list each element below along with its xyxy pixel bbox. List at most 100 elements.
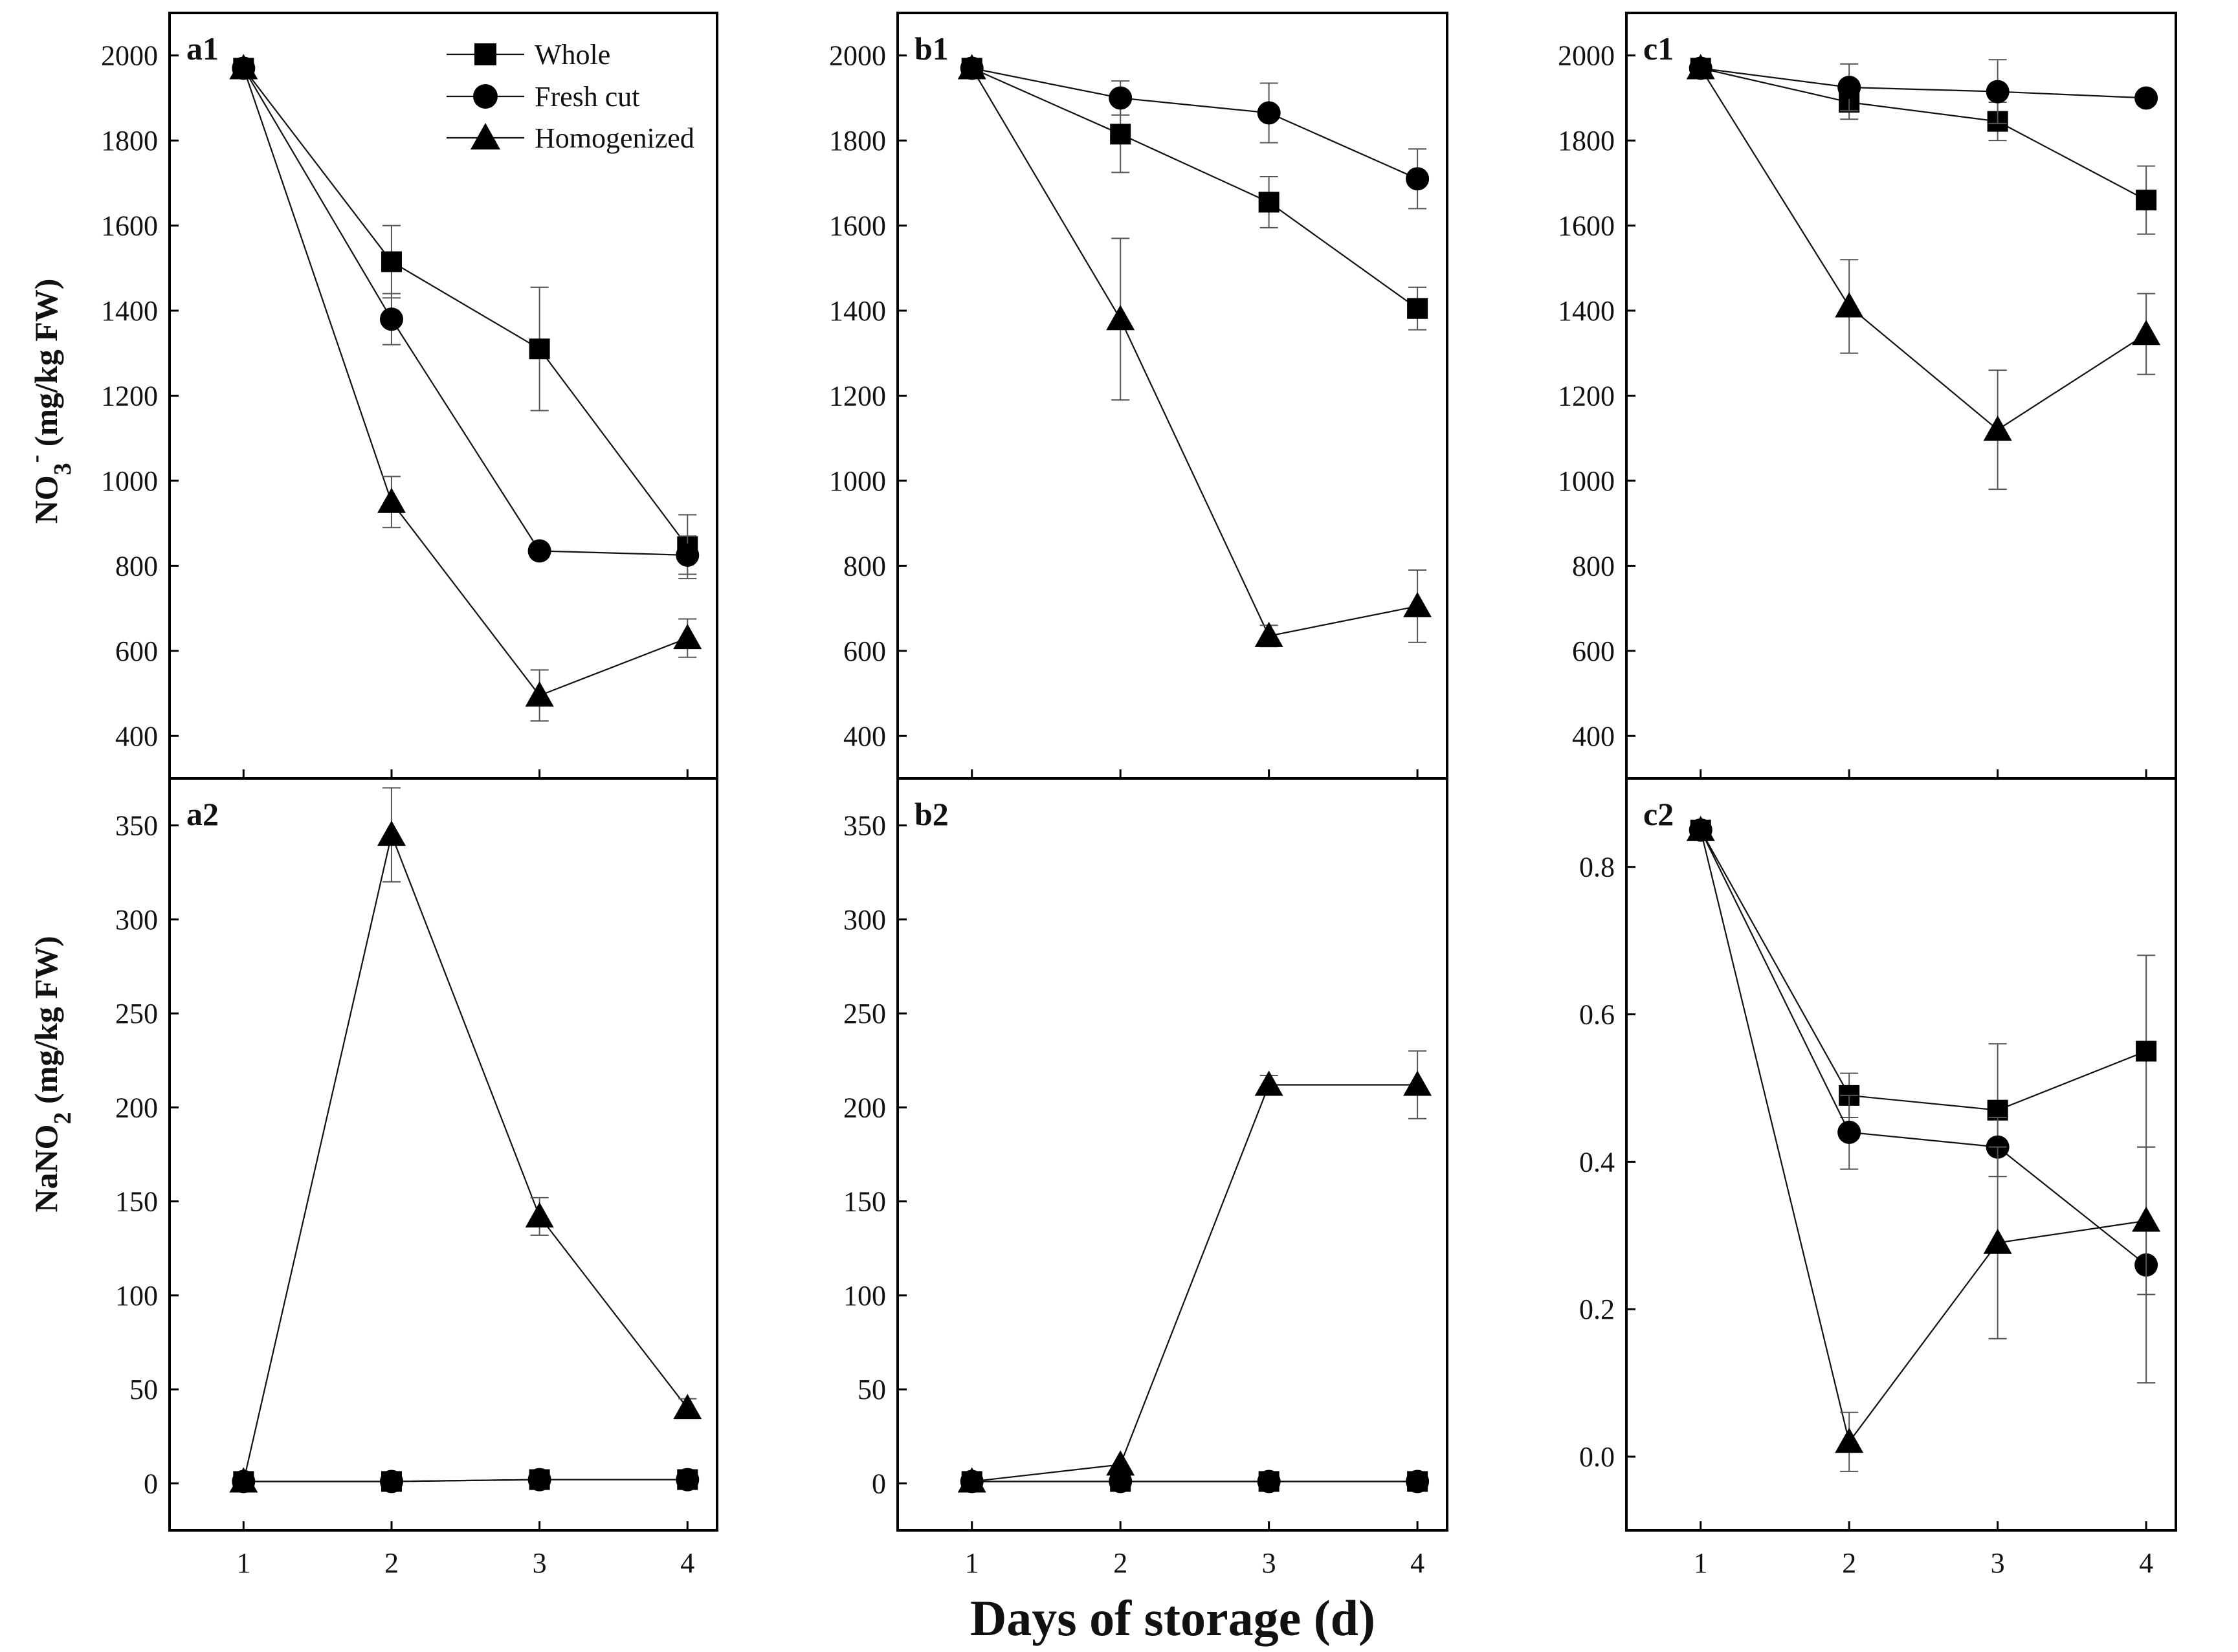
y-title-top-main: NO	[28, 475, 64, 523]
data-point-a1-whole-1	[381, 251, 402, 272]
xtick-label-b2-2: 3	[1262, 1547, 1276, 1579]
ytick-label-b1-5: 1400	[829, 295, 886, 327]
data-point-c2-homogenized-2	[1983, 1228, 2012, 1254]
ytick-label-b1-0: 400	[843, 720, 886, 752]
data-point-a2-homogenized-0	[229, 1467, 258, 1493]
y-axis-title-top: NO3- (mg/kg FW)	[22, 279, 76, 524]
data-point-a1-homogenized-1	[377, 487, 406, 513]
xtick-label-b2-0: 1	[965, 1547, 979, 1579]
data-point-c2-homogenized-0	[1686, 815, 1715, 841]
xtick-label-c2-0: 1	[1694, 1547, 1708, 1579]
xtick-label-a2-0: 1	[236, 1547, 250, 1579]
column-frame-b	[896, 12, 1448, 1532]
ytick-label-c1-1: 600	[1572, 635, 1615, 667]
ytick-label-c2-3: 0.6	[1579, 999, 1615, 1031]
data-point-c2-homogenized-1	[1835, 1427, 1864, 1453]
ytick-label-a2-3: 150	[115, 1186, 158, 1218]
data-point-a1-fresh-cut-2	[527, 539, 551, 563]
series-line-a2-fresh-cut	[243, 1479, 688, 1482]
data-point-a1-fresh-cut-3	[676, 543, 700, 567]
data-point-b1-whole-3	[1407, 298, 1428, 319]
ytick-label-a1-0: 400	[115, 720, 158, 752]
ytick-label-b1-6: 1600	[829, 210, 886, 242]
series-line-a1-whole	[243, 67, 689, 547]
series-line-b1-whole	[971, 67, 1418, 309]
data-point-c1-whole-3	[2136, 190, 2157, 211]
xtick-label-c2-2: 3	[1991, 1547, 2005, 1579]
ytick-label-b2-7: 350	[843, 810, 886, 842]
xtick-label-a2-3: 4	[680, 1547, 694, 1579]
ytick-label-a1-3: 1000	[101, 465, 158, 497]
ytick-label-a1-6: 1600	[101, 210, 158, 242]
panel-b1: b1 400 600 800 1000 1200 1400 1600 1800 2000	[829, 30, 1432, 778]
data-point-b1-homogenized-3	[1403, 591, 1432, 617]
data-point-a1-homogenized-3	[673, 624, 702, 650]
ytick-label-a2-7: 350	[115, 810, 158, 842]
ytick-label-b1-4: 1200	[829, 380, 886, 412]
ytick-label-c1-3: 1000	[1558, 465, 1615, 497]
data-point-c2-fresh-cut-1	[1837, 1120, 1861, 1144]
data-point-b1-homogenized-0	[957, 54, 986, 80]
panel-c2: c2 0.0 0.2 0.4 0.6 0.8 1 2 3 4	[1579, 796, 2161, 1579]
y-title-top-sup: -	[22, 455, 49, 463]
data-point-a2-fresh-cut-1	[379, 1470, 403, 1493]
column-frame-c	[1625, 12, 2177, 1532]
ytick-label-a1-2: 800	[115, 550, 158, 582]
panel-a2: a2 0 50 100 150 200 250 300 350 1 2 3 4	[115, 787, 702, 1579]
panel-label-b1: b1	[914, 30, 949, 67]
xtick-label-a2-2: 3	[533, 1547, 547, 1579]
data-point-c1-homogenized-2	[1983, 415, 2012, 441]
series-line-c1-whole	[1700, 67, 2147, 201]
ytick-label-a1-4: 1200	[101, 380, 158, 412]
y-axis-title-bottom: NaNO2 (mg/kg FW)	[28, 936, 76, 1212]
data-point-a2-homogenized-2	[525, 1202, 554, 1228]
x-axis-title: Days of storage (d)	[970, 1590, 1375, 1646]
ytick-label-b1-2: 800	[843, 550, 886, 582]
xtick-label-c2-1: 2	[1842, 1547, 1856, 1579]
data-point-c1-fresh-cut-2	[1986, 80, 2010, 104]
data-point-b2-fresh-cut-3	[1406, 1470, 1430, 1493]
data-point-b1-whole-1	[1110, 124, 1131, 145]
data-point-c1-homogenized-3	[2132, 320, 2161, 346]
ytick-label-c2-0: 0.0	[1579, 1441, 1615, 1473]
series-line-c1-fresh-cut	[1700, 67, 2147, 99]
ytick-label-b2-6: 300	[843, 904, 886, 936]
series-line-b1-fresh-cut	[971, 67, 1418, 180]
data-point-a1-homogenized-2	[525, 681, 554, 707]
ytick-label-b1-8: 2000	[829, 40, 886, 72]
data-point-b1-homogenized-1	[1106, 305, 1135, 331]
panel-label-b2: b2	[914, 796, 949, 832]
ytick-label-c2-1: 0.2	[1579, 1294, 1615, 1325]
data-point-b2-homogenized-0	[957, 1467, 986, 1493]
legend-triangle-marker	[471, 123, 500, 149]
data-point-a2-homogenized-3	[673, 1394, 702, 1420]
ytick-label-a1-5: 1400	[101, 295, 158, 327]
ytick-label-b2-2: 100	[843, 1280, 886, 1312]
data-point-b1-fresh-cut-1	[1109, 86, 1133, 110]
ytick-label-b1-1: 600	[843, 635, 886, 667]
data-point-a2-homogenized-1	[377, 820, 406, 846]
ytick-label-c1-4: 1200	[1558, 380, 1615, 412]
legend: Whole Fresh cut Homogenized	[447, 39, 694, 154]
xtick-label-b2-1: 2	[1113, 1547, 1127, 1579]
ytick-label-c2-2: 0.4	[1579, 1146, 1615, 1178]
data-point-b2-homogenized-1	[1106, 1450, 1135, 1476]
y-title-bottom-rest: (mg/kg FW)	[28, 936, 64, 1112]
ytick-label-c1-7: 1800	[1558, 125, 1615, 157]
data-point-c1-fresh-cut-3	[2134, 86, 2158, 110]
data-point-a1-homogenized-0	[229, 54, 258, 80]
data-point-c1-fresh-cut-1	[1837, 76, 1861, 100]
y-title-bottom-sub: 2	[49, 1112, 76, 1125]
data-point-b2-homogenized-2	[1254, 1070, 1283, 1096]
legend-label-whole: Whole	[535, 39, 610, 71]
panel-b2: b2 0 50 100 150 200 250 300 350 1 2 3 4	[843, 796, 1432, 1579]
panel-a1: a1 400 600 800 1000 1200 1400 1600 1800 2000	[101, 30, 702, 778]
series-line-a1-homogenized	[243, 68, 688, 697]
ytick-label-a2-0: 0	[144, 1468, 158, 1499]
data-point-a2-fresh-cut-3	[676, 1468, 700, 1492]
ytick-label-c1-5: 1400	[1558, 295, 1615, 327]
data-point-c1-homogenized-1	[1835, 292, 1864, 318]
legend-circle-marker	[473, 84, 498, 109]
ytick-label-a2-6: 300	[115, 904, 158, 936]
